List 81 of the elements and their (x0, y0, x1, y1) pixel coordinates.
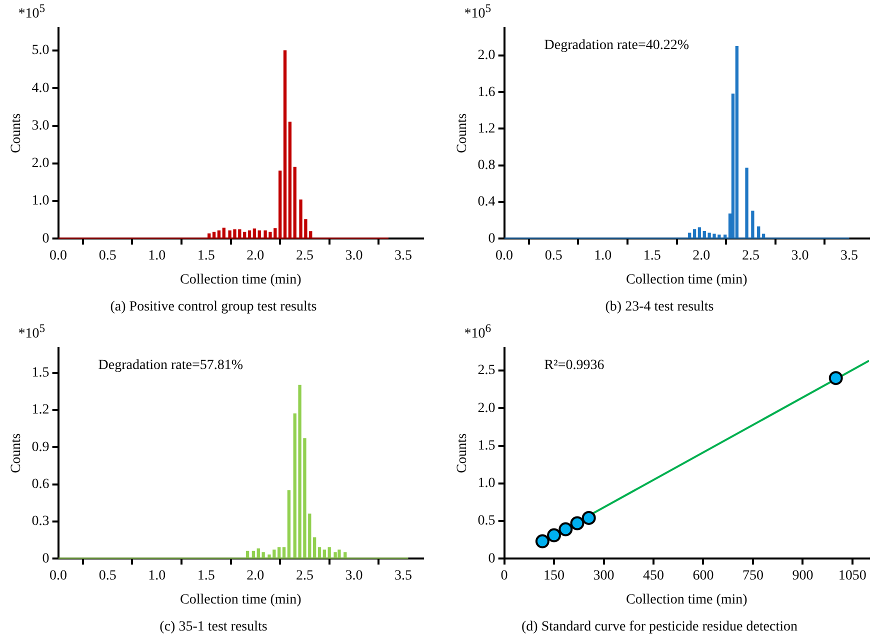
x-tick-label: 2.0 (246, 248, 264, 264)
y-tick-label: 0.9 (32, 440, 50, 455)
x-tick-label: 0.0 (50, 248, 68, 264)
y-tick-label: 2.0 (32, 156, 50, 172)
y-tick-label: 0 (42, 231, 50, 246)
x-tick-label: 3.5 (394, 248, 412, 264)
x-tick-label: 900 (792, 568, 814, 584)
y-axis-title: Counts (9, 113, 24, 154)
y-tick-label: 2.0 (478, 400, 496, 416)
y-tick-label: 1.0 (32, 194, 50, 209)
y-tick-label: 3.0 (32, 118, 50, 134)
x-tick-label: 1050 (838, 568, 866, 584)
y-tick-label: 1.5 (478, 438, 496, 454)
y-tick-label: 0.4 (478, 194, 496, 210)
annotation: Degradation rate=40.22% (544, 38, 690, 54)
point (828, 371, 843, 386)
x-tick-label: 2.5 (296, 568, 314, 584)
text: *10$^{5}$ (18, 2, 46, 23)
x-tick-label: 150 (544, 568, 565, 584)
y-tick-label: 2.5 (478, 363, 496, 378)
y-tick-label: 0.5 (478, 514, 496, 529)
x-axis-title: Collection time (min) (180, 592, 302, 608)
point (558, 522, 573, 536)
x-tick-label: 600 (692, 568, 714, 584)
text: (d) Standard curve for pesticide residue detection (521, 619, 798, 634)
x-tick-label: 3.0 (345, 248, 363, 264)
x-tick-label: 1.5 (197, 248, 215, 264)
y-tick-label: 1.6 (478, 84, 496, 100)
point (570, 516, 584, 530)
x-tick-label: 1.5 (643, 248, 661, 264)
x-tick-label: 450 (642, 568, 664, 584)
x-tick-label: 750 (742, 568, 764, 584)
y-tick-label: 4.0 (32, 80, 50, 96)
x-tick-label: 0 (500, 568, 508, 584)
x-tick-label: 1.0 (594, 248, 612, 264)
x-axis-title: Collection time (min) (626, 592, 748, 608)
text: (a) Positive control group test results (110, 299, 317, 314)
text: *10$^{5}$ (18, 322, 46, 343)
y-tick-label: 1.2 (32, 402, 50, 418)
x-tick-label: 2.0 (692, 248, 710, 264)
x-tick-label: 1.0 (148, 248, 166, 264)
y-tick-label: 2.0 (478, 48, 496, 64)
point (535, 534, 550, 548)
x-tick-label: 2.5 (296, 248, 314, 264)
text: (b) 23-4 test results (605, 299, 714, 314)
y-tick-label: 1.2 (478, 121, 496, 136)
y-tick-label: 1.0 (478, 476, 496, 492)
x-tick-label: 0.5 (544, 248, 562, 264)
y-axis-title: Counts (9, 433, 24, 474)
x-axis-title: Collection time (min) (626, 272, 748, 288)
x-tick-label: 3.5 (394, 568, 412, 584)
x-tick-label: 3.0 (791, 248, 809, 264)
x-tick-label: 1.0 (148, 568, 166, 584)
x-tick-label: 0.5 (98, 248, 116, 264)
x-tick-label: 300 (593, 568, 614, 584)
x-tick-label: 2.5 (742, 248, 760, 264)
y-axis-title: Counts (455, 113, 470, 154)
point (582, 510, 596, 525)
y-tick-label: 1.5 (32, 365, 50, 380)
y-tick-label: 0 (42, 551, 50, 566)
y-tick-label: 0.6 (32, 476, 50, 492)
x-tick-label: 3.0 (345, 568, 363, 584)
x-tick-label: 0.0 (496, 248, 514, 264)
x-tick-label: 0.0 (50, 568, 68, 584)
x-tick-label: 2.0 (246, 568, 264, 584)
y-tick-label: 0 (488, 231, 496, 246)
y-tick-label: 0.3 (32, 514, 50, 530)
y-tick-label: 0 (488, 551, 496, 566)
y-tick-label: 5.0 (32, 43, 50, 58)
annotation: R²=0.9936 (544, 358, 604, 374)
x-tick-label: 3.5 (840, 248, 858, 264)
annotation: Degradation rate=57.81% (98, 358, 244, 374)
text: *10$^{5}$ (464, 2, 492, 23)
y-axis-title: Counts (455, 433, 470, 474)
text: (c) 35-1 test results (160, 619, 268, 634)
text: *10$^{6}$ (464, 322, 492, 343)
x-tick-label: 1.5 (197, 568, 215, 584)
x-axis-title: Collection time (min) (180, 272, 302, 288)
x-tick-label: 0.5 (98, 568, 116, 584)
point (547, 528, 562, 542)
y-tick-label: 0.8 (478, 158, 496, 174)
